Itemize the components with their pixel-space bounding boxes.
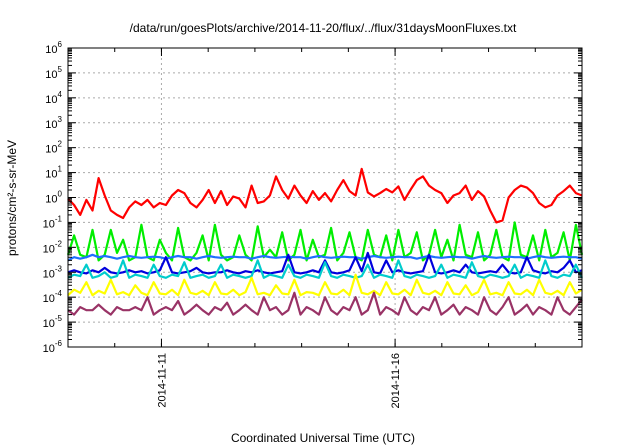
y-tick-label: 10-4 bbox=[43, 289, 63, 305]
y-tick-label: 101 bbox=[45, 165, 62, 181]
y-axis: 10-6 10-5 10-4 10-3 10-2 10-1 100 101 102 103 104 1… bbox=[43, 40, 582, 355]
y-tick-label: 105 bbox=[45, 65, 62, 81]
y-tick-label: 103 bbox=[45, 115, 62, 131]
y-tick-label: 10-6 bbox=[43, 339, 63, 355]
x-axis: 2014-11-11 2014-11-16 bbox=[114, 48, 536, 408]
y-tick-label: 10-1 bbox=[43, 214, 63, 230]
y-tick-label: 10-5 bbox=[43, 314, 63, 330]
y-tick-label: 102 bbox=[45, 140, 62, 156]
chart-title: /data/run/goesPlots/archive/2014-11-20/f… bbox=[130, 21, 517, 35]
x-tick-label: 2014-11-16 bbox=[390, 353, 402, 408]
y-tick-label: 10-2 bbox=[43, 239, 63, 255]
series-line-1 bbox=[67, 167, 583, 224]
y-tick-label: 10-3 bbox=[43, 264, 63, 280]
y-tick-label: 100 bbox=[45, 190, 62, 206]
series-line-2 bbox=[66, 221, 584, 262]
y-tick-label: 104 bbox=[45, 90, 62, 106]
y-axis-title: protons/cm²-s-sr-MeV bbox=[5, 140, 19, 256]
series-line-4 bbox=[67, 251, 583, 275]
x-tick-label: 2014-11-11 bbox=[156, 353, 168, 408]
x-axis-title: Coordinated Universal Time (UTC) bbox=[231, 431, 415, 445]
series-line-7 bbox=[67, 291, 583, 316]
series-line-3 bbox=[67, 253, 583, 262]
data-series bbox=[66, 167, 584, 316]
y-tick-label: 106 bbox=[45, 40, 62, 56]
series-line-5 bbox=[67, 259, 583, 279]
series-line-6 bbox=[67, 273, 583, 297]
